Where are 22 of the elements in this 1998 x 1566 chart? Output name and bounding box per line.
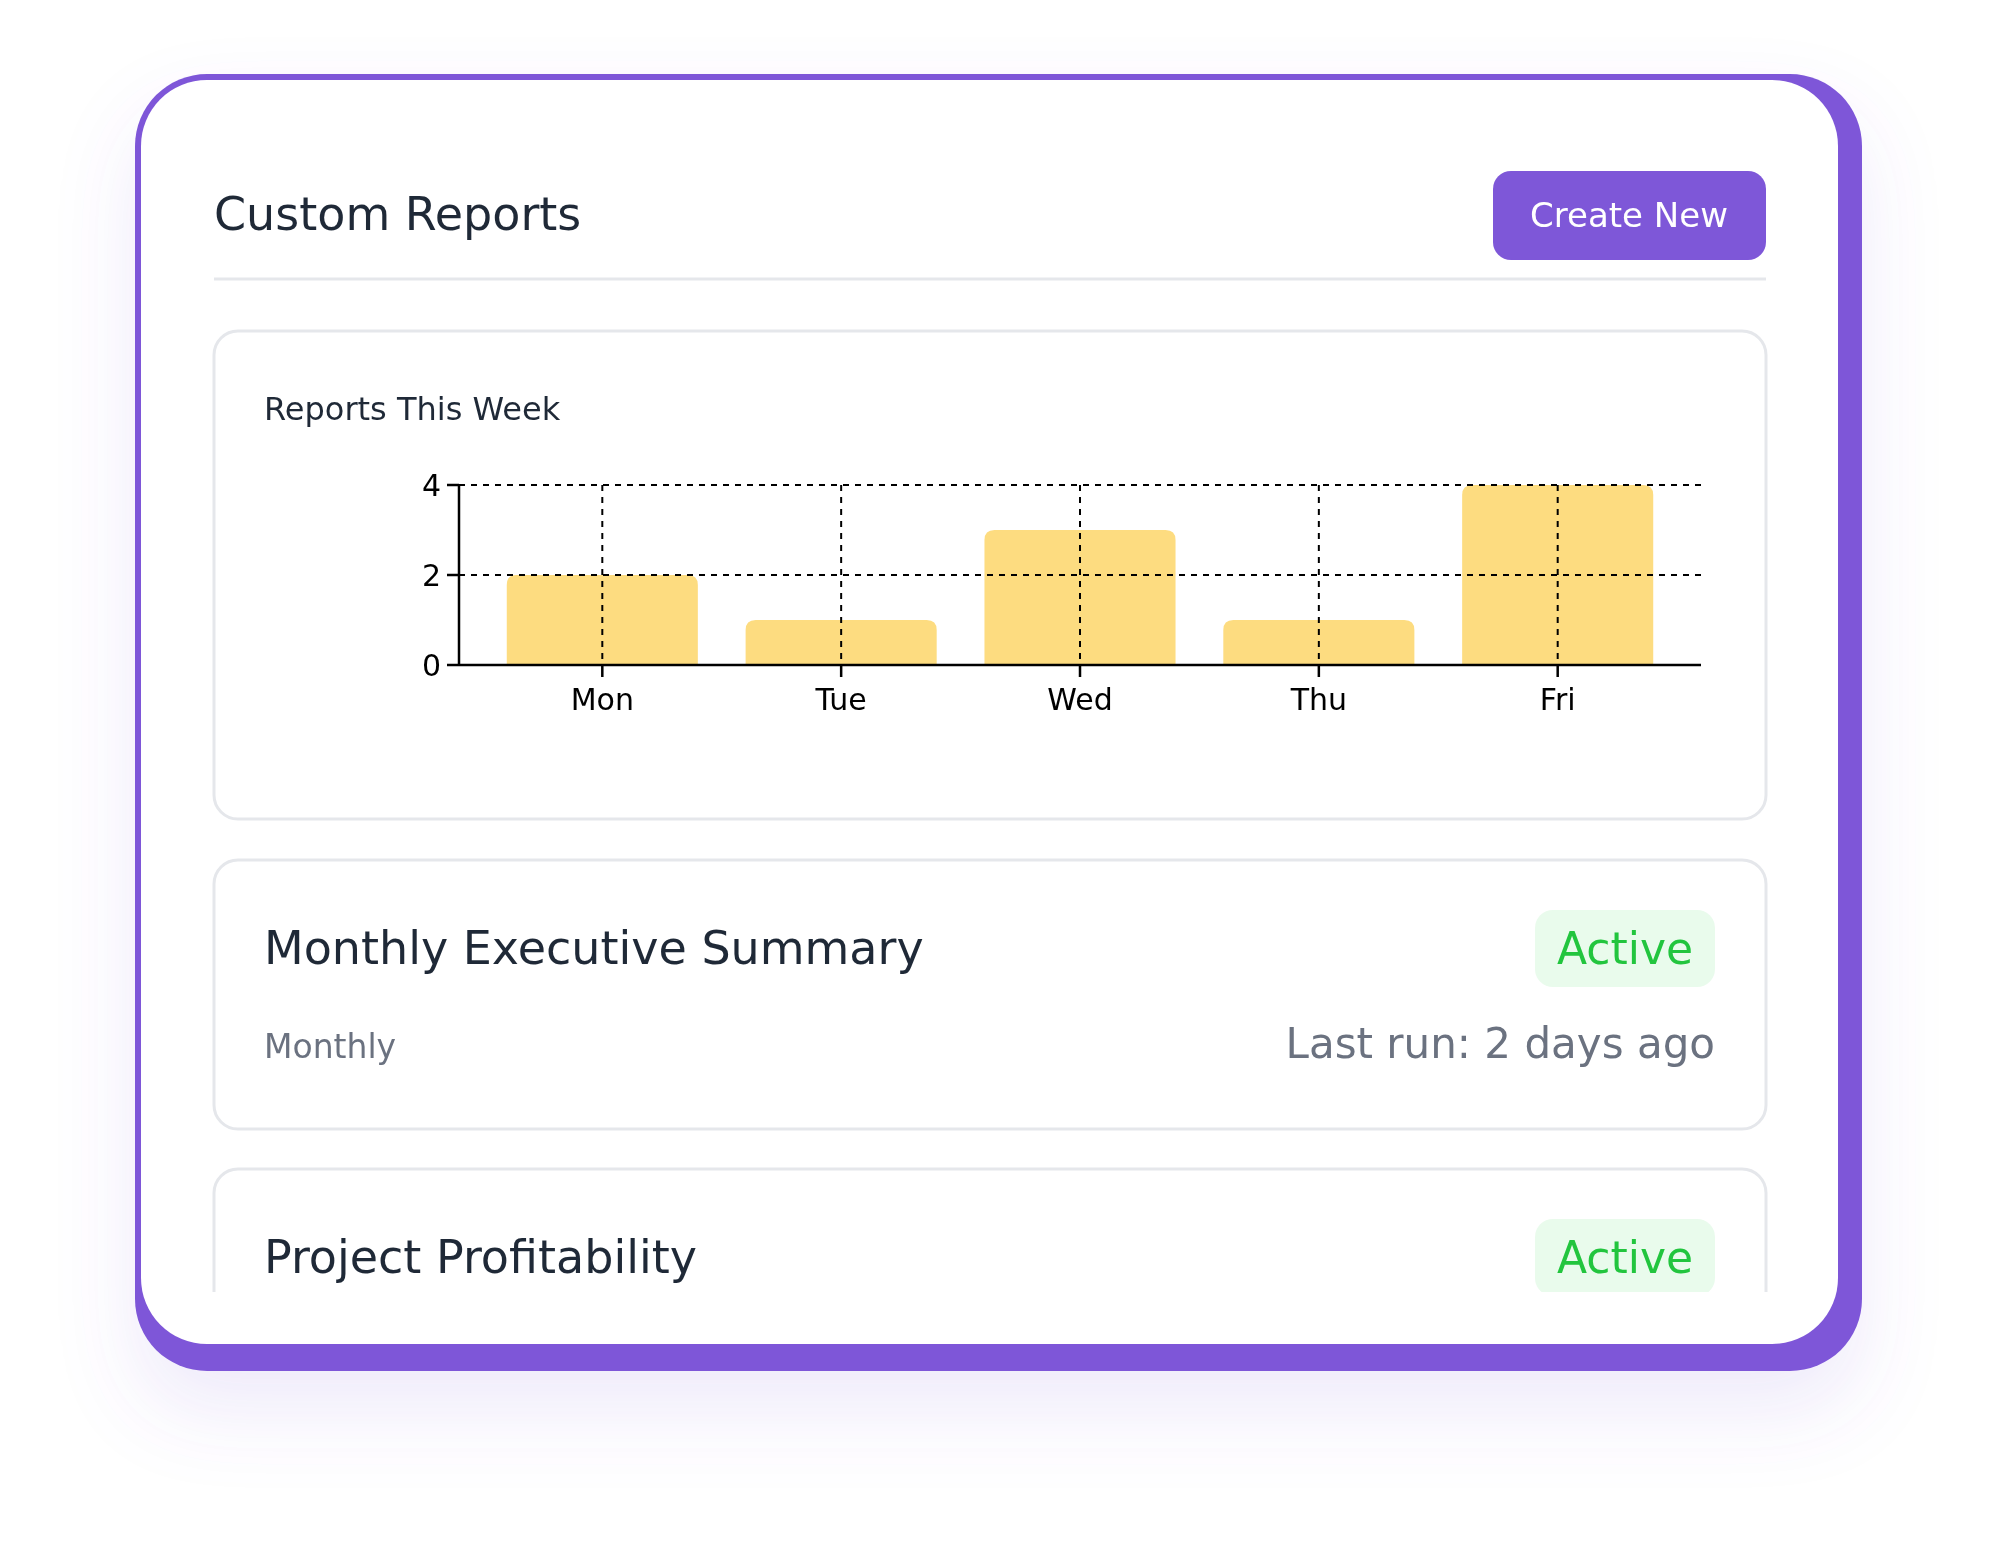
- chart-title: Reports This Week: [264, 390, 561, 428]
- text: Active: [1556, 923, 1694, 974]
- bar: [1462, 485, 1654, 665]
- bar: [984, 530, 1176, 665]
- bar: [745, 620, 937, 665]
- y-tick-label: 4: [421, 467, 441, 503]
- x-tick-label: Fri: [1539, 682, 1576, 717]
- text: Last run: 2 days ago: [1285, 1019, 1715, 1068]
- text: Active: [1556, 1232, 1694, 1283]
- bar: [506, 575, 698, 665]
- text: Project Profitability: [264, 1230, 697, 1284]
- text: Monthly: [264, 1027, 397, 1066]
- x-tick-label: Tue: [814, 682, 867, 717]
- y-tick-label: 2: [421, 557, 441, 593]
- x-tick-label: Thu: [1289, 682, 1348, 717]
- text: Monthly Executive Summary: [264, 921, 924, 975]
- text: Create New: [1530, 195, 1728, 235]
- x-tick-label: Wed: [1047, 682, 1113, 717]
- y-tick-label: 0: [421, 647, 441, 683]
- x-tick-label: Mon: [570, 682, 634, 717]
- bar: [1223, 620, 1415, 665]
- text: Custom Reports: [214, 187, 582, 241]
